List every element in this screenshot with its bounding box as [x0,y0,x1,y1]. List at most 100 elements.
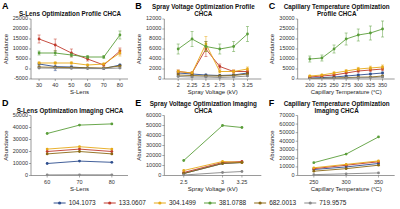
point [46,148,49,151]
series-line [314,137,379,163]
x-tick [55,79,56,81]
y-tick [29,39,31,40]
point [377,172,380,175]
error-bar [177,70,180,73]
point [110,161,113,164]
point [177,70,180,73]
point [38,66,41,69]
error-bar [118,67,121,68]
panel-label: F [269,98,275,108]
point [357,34,360,37]
error-bar [191,72,194,74]
y-tick-label: 5000 [16,55,28,61]
point [46,174,49,176]
point [102,67,105,70]
y-tick-label: 0 [158,75,161,81]
point [345,76,348,79]
title-line: Imaging CHCA [315,107,360,115]
point [246,68,249,71]
point [369,73,372,76]
x-tick [111,176,112,178]
point [312,167,315,170]
series [177,27,249,55]
y-tick-label: 15000 [13,35,28,41]
point [54,66,57,69]
point [345,77,348,79]
x-tick-label: 350 [378,82,387,88]
x-tick-label: 70 [76,179,82,185]
series-line [178,49,247,73]
point [241,161,244,164]
plot-area [38,31,122,71]
series [312,172,379,176]
series [312,136,379,165]
point [312,161,315,164]
error-bar [54,62,57,64]
point [377,160,380,163]
y-tick [296,115,298,116]
series [38,31,122,58]
series [312,160,379,170]
error-bar [191,72,194,74]
point [308,77,311,79]
error-bar [357,67,360,70]
point [110,173,113,175]
error-bar [204,76,207,78]
y-tick [29,175,31,176]
y-tick [29,151,31,152]
y-tick-label: 30000 [279,146,294,152]
error-bar [333,45,336,53]
point [345,167,348,170]
series [182,161,243,175]
point [369,76,372,79]
error-bar [177,44,180,54]
error-bar [232,42,235,52]
error-bar [70,49,73,57]
point [321,75,324,78]
point [246,75,249,78]
y-tick-label: 10000 [146,162,161,168]
x-tick-label: 2 [177,82,180,88]
panel: 01000020000300004000050000607080S-LensAb… [2,98,128,192]
y-tick [162,135,164,136]
y-tick-label: 4000 [149,55,161,61]
x-tick-label: 3.25 [242,82,253,88]
y-tick [162,39,164,40]
y-tick-label: 70000 [279,112,294,118]
x-tick [378,176,379,178]
panel-label: E [135,98,141,108]
y-tick [162,19,164,20]
point [221,162,224,165]
point [119,67,122,70]
x-axis-label: Capillary Temperature (°C) [311,186,382,192]
y-tick-label: 0 [25,65,28,71]
point [369,67,372,70]
point [241,170,244,173]
point [110,148,113,151]
error-bar [320,74,323,75]
legend-label: 719.9575 [319,199,346,206]
point [221,161,224,164]
y-tick [162,49,164,50]
y-tick [29,19,31,20]
legend-marker [158,201,161,204]
error-bar [54,39,57,51]
series-line [178,74,247,76]
plot-area [312,136,379,176]
legend-marker [208,201,211,204]
title-line: S-Lens Optimization Profile CHCA [19,10,122,18]
y-tick [29,163,31,164]
x-tick-label: 250 [329,82,338,88]
error-bar [320,78,323,79]
y-tick [296,149,298,150]
error-bar [369,26,372,40]
series [308,67,384,78]
x-tick-label: 60 [85,82,91,88]
point [177,70,180,73]
point [110,150,113,153]
series-line [39,66,120,68]
point [205,75,208,78]
x-tick [183,176,184,178]
error-bar [320,78,323,79]
point [110,123,113,126]
